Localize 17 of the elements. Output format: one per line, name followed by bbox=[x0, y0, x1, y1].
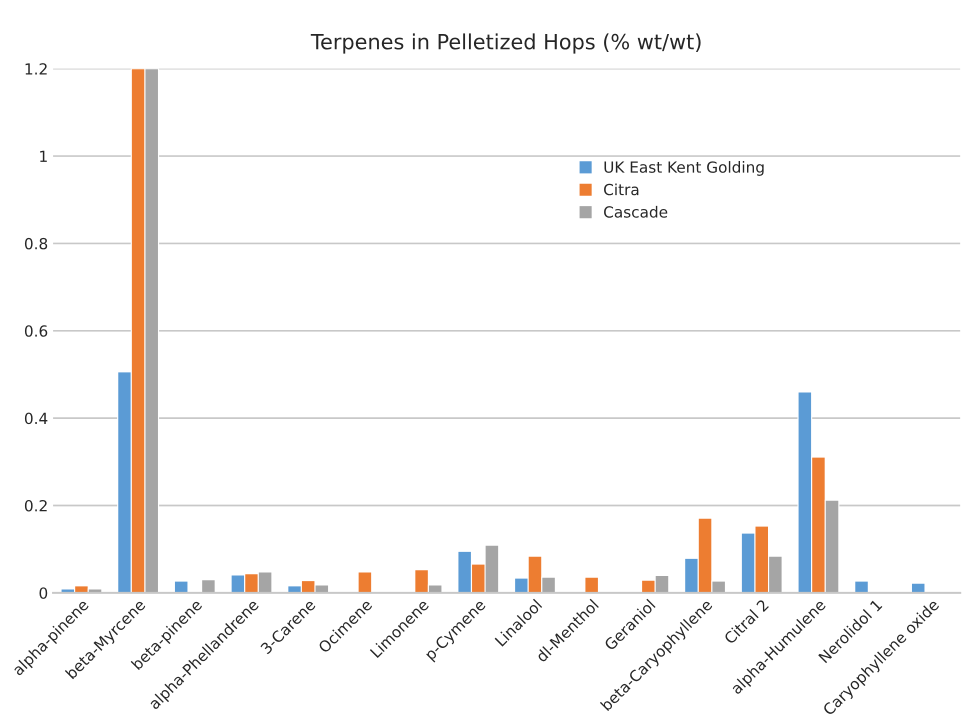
y-tick-label: 1.2 bbox=[26, 63, 47, 74]
bar bbox=[201, 579, 216, 593]
bar bbox=[358, 571, 372, 593]
y-tick-label: 0.6 bbox=[24, 325, 48, 337]
y-tick-label: 0.4 bbox=[24, 412, 48, 424]
bar bbox=[910, 582, 926, 593]
bar bbox=[584, 576, 600, 593]
chart-title: Terpenes in Pelletized Hops (% wt/wt) bbox=[310, 33, 701, 54]
y-tick-label: 0.2 bbox=[24, 500, 47, 512]
legend-label: Citra bbox=[604, 183, 638, 196]
legend-label: UK East Kent Golding bbox=[604, 161, 764, 176]
y-tick-label: 0 bbox=[40, 587, 48, 599]
y-tick-label: 1 bbox=[40, 150, 47, 162]
bar bbox=[174, 580, 189, 593]
y-tick-label: 0.8 bbox=[24, 238, 48, 250]
legend-label: Cascade bbox=[604, 206, 668, 218]
bar bbox=[854, 580, 869, 593]
